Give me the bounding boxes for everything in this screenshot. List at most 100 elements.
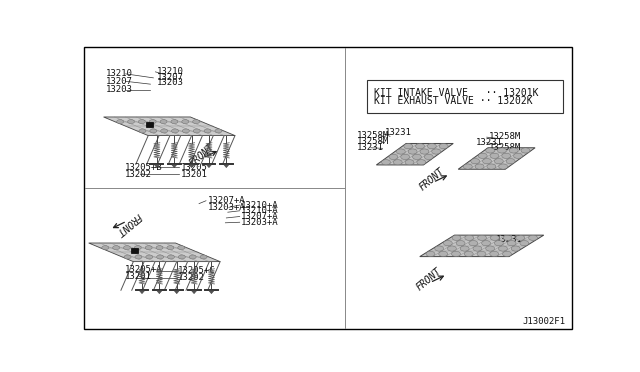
Bar: [146, 122, 153, 127]
Circle shape: [156, 246, 163, 250]
Circle shape: [124, 255, 131, 259]
Text: 13201: 13201: [125, 272, 152, 281]
Text: 13210: 13210: [106, 69, 133, 78]
Circle shape: [150, 129, 157, 133]
Polygon shape: [104, 117, 235, 135]
Circle shape: [171, 120, 178, 124]
Polygon shape: [223, 164, 229, 168]
Text: 13205: 13205: [180, 163, 207, 172]
Text: 13203+A: 13203+A: [241, 218, 279, 227]
Polygon shape: [376, 144, 453, 165]
Circle shape: [134, 246, 141, 250]
Circle shape: [477, 251, 486, 257]
Circle shape: [168, 255, 175, 259]
Circle shape: [475, 164, 484, 169]
Circle shape: [486, 246, 495, 251]
Circle shape: [452, 235, 461, 240]
Circle shape: [516, 235, 525, 240]
Circle shape: [478, 153, 487, 158]
Circle shape: [127, 120, 134, 124]
Text: 13203: 13203: [157, 78, 184, 87]
Text: 13258M: 13258M: [356, 137, 389, 146]
Text: FRONT: FRONT: [187, 142, 216, 168]
Circle shape: [102, 246, 109, 250]
Circle shape: [464, 251, 473, 257]
Circle shape: [420, 149, 429, 154]
Circle shape: [471, 158, 480, 164]
Circle shape: [460, 246, 469, 251]
Circle shape: [145, 246, 152, 250]
Circle shape: [394, 160, 402, 165]
Circle shape: [417, 160, 426, 165]
Text: J13002F1: J13002F1: [522, 317, 565, 326]
Text: 13231: 13231: [495, 235, 522, 244]
Polygon shape: [154, 164, 160, 168]
Polygon shape: [172, 164, 177, 168]
Circle shape: [483, 158, 492, 164]
Circle shape: [135, 255, 142, 259]
Circle shape: [513, 153, 522, 158]
Text: FRONT: FRONT: [417, 166, 446, 193]
Circle shape: [452, 251, 460, 257]
Bar: [367, 80, 563, 113]
Text: 13231: 13231: [476, 138, 502, 147]
Text: 13207+A: 13207+A: [208, 196, 246, 205]
Circle shape: [477, 235, 486, 240]
Circle shape: [447, 246, 456, 251]
Circle shape: [426, 251, 435, 257]
Circle shape: [509, 148, 518, 153]
Circle shape: [182, 120, 189, 124]
Circle shape: [494, 158, 503, 164]
Circle shape: [503, 235, 512, 240]
Text: 13205+A: 13205+A: [125, 265, 163, 274]
Circle shape: [124, 246, 131, 250]
Polygon shape: [139, 290, 145, 294]
Circle shape: [146, 255, 153, 259]
Circle shape: [506, 158, 515, 164]
Circle shape: [456, 241, 465, 246]
Circle shape: [502, 153, 511, 158]
Circle shape: [413, 154, 421, 160]
Circle shape: [490, 235, 499, 240]
Circle shape: [167, 246, 174, 250]
Text: 13231: 13231: [356, 143, 383, 152]
Circle shape: [520, 241, 529, 246]
Polygon shape: [189, 164, 195, 168]
Circle shape: [405, 160, 414, 165]
Circle shape: [182, 129, 189, 133]
Circle shape: [389, 154, 398, 160]
Text: 13207+A: 13207+A: [241, 212, 279, 221]
Circle shape: [215, 129, 222, 133]
Circle shape: [193, 129, 200, 133]
Circle shape: [116, 120, 124, 124]
Text: KIT INTAKE VALVE   ·· 13201K: KIT INTAKE VALVE ·· 13201K: [374, 87, 539, 97]
Circle shape: [179, 255, 186, 259]
Text: 13203: 13203: [106, 85, 133, 94]
Text: 13207: 13207: [106, 77, 133, 86]
Circle shape: [139, 129, 146, 133]
Circle shape: [499, 246, 508, 251]
Polygon shape: [206, 164, 212, 168]
Text: 13203+A: 13203+A: [208, 203, 246, 212]
Circle shape: [178, 246, 185, 250]
Polygon shape: [156, 290, 163, 294]
Circle shape: [428, 144, 436, 149]
Circle shape: [161, 129, 168, 133]
Circle shape: [490, 153, 499, 158]
Text: 13210+A: 13210+A: [241, 206, 279, 215]
Text: 13205+C: 13205+C: [178, 266, 215, 275]
Circle shape: [463, 164, 472, 169]
Text: FRONT: FRONT: [114, 211, 143, 237]
Circle shape: [486, 148, 495, 153]
Circle shape: [172, 129, 179, 133]
Text: 13202: 13202: [125, 170, 152, 179]
Circle shape: [381, 160, 390, 165]
Text: 13202: 13202: [178, 273, 205, 282]
Polygon shape: [209, 290, 214, 294]
Text: 13210+A: 13210+A: [241, 201, 279, 209]
Polygon shape: [420, 235, 544, 257]
Circle shape: [507, 241, 516, 246]
Circle shape: [160, 120, 167, 124]
Circle shape: [529, 235, 538, 240]
Circle shape: [487, 164, 496, 169]
